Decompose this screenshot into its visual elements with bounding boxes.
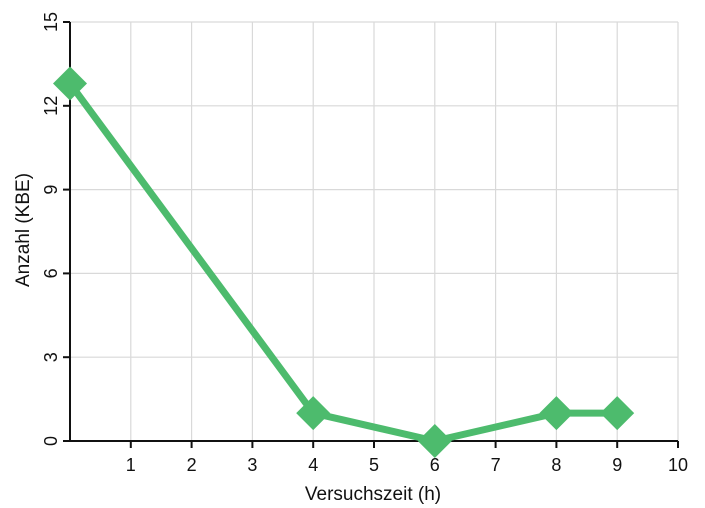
data-point-marker	[296, 396, 331, 431]
x-tick-label: 9	[612, 455, 622, 475]
series-group	[53, 66, 635, 458]
x-tick-label: 5	[369, 455, 379, 475]
data-point-marker	[53, 66, 87, 101]
y-axis-title: Anzahl (KBE)	[13, 173, 34, 287]
y-tick-label: 0	[41, 436, 61, 446]
x-tick-label: 8	[551, 455, 561, 475]
x-tick-labels: 1 2 3 4 5 6 7 8 9 10	[126, 455, 688, 475]
y-tick-label: 6	[41, 268, 61, 278]
y-tick-label: 15	[41, 12, 61, 32]
x-tick-label: 4	[308, 455, 318, 475]
x-tick-label: 3	[247, 455, 257, 475]
x-tick-label: 2	[187, 455, 197, 475]
y-tick-label: 12	[41, 96, 61, 116]
data-point-marker	[417, 424, 452, 458]
x-tick-label: 10	[668, 455, 688, 475]
y-tick-labels: 0 3 6 9 12 15	[41, 12, 61, 446]
series-line	[66, 79, 621, 445]
y-tick-label: 9	[41, 185, 61, 195]
y-tick-label: 3	[41, 352, 61, 362]
x-tick-label: 7	[491, 455, 501, 475]
x-tick-label: 6	[430, 455, 440, 475]
data-point-marker	[539, 396, 574, 431]
x-axis-title: Versuchszeit (h)	[305, 484, 441, 505]
data-point-marker	[600, 396, 635, 431]
axes	[63, 21, 679, 448]
x-tick-label: 1	[126, 455, 136, 475]
grid-lines	[70, 21, 679, 441]
